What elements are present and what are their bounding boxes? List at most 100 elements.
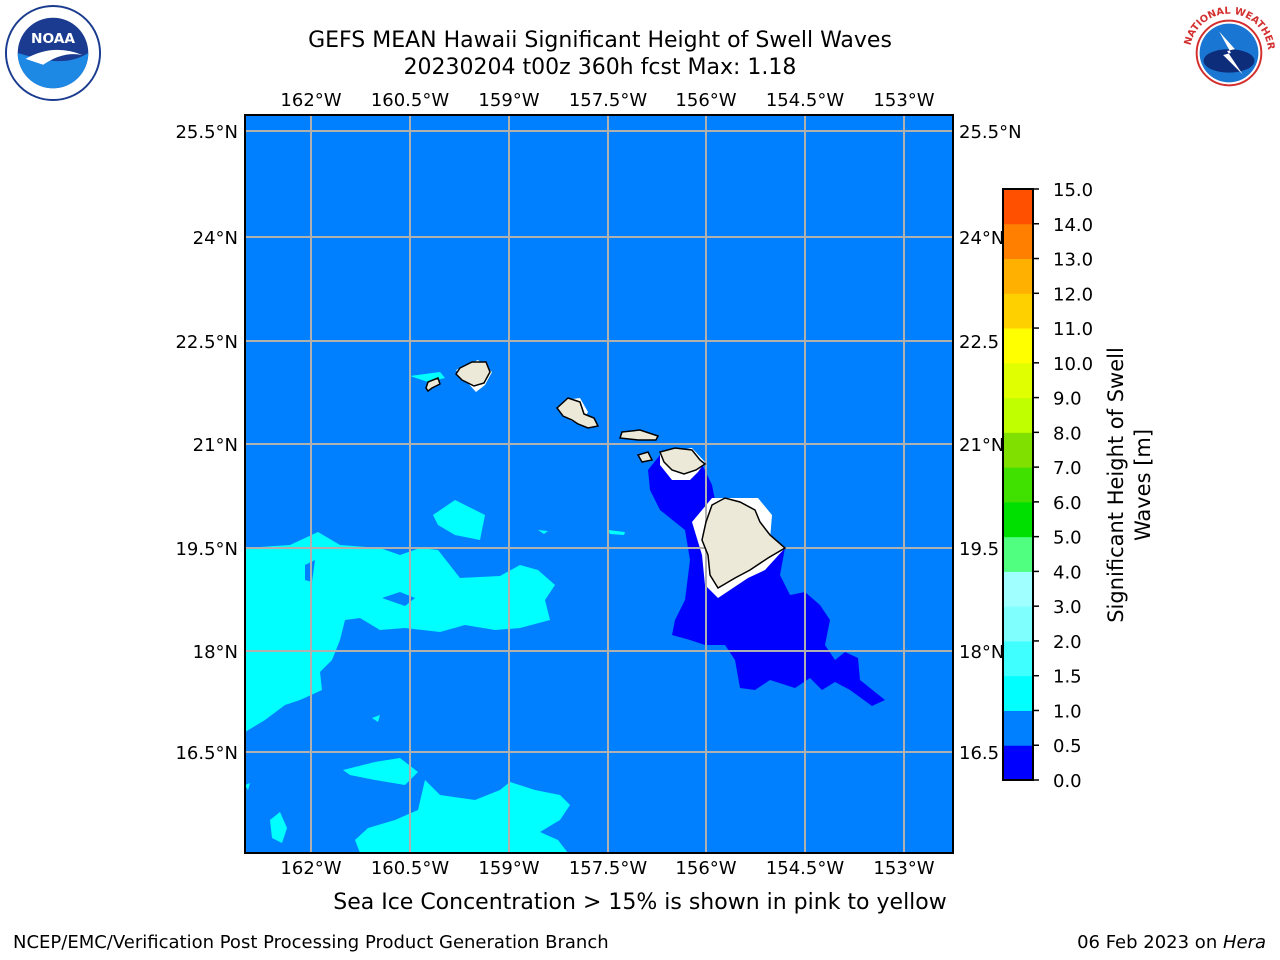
lat-tick-label-left: 16.5°N <box>175 743 238 764</box>
colorbar-swatch <box>1003 258 1033 294</box>
cyan-swell-region-south <box>245 780 570 853</box>
nws-logo: NATIONAL WEATHER SERVICE <box>1180 4 1276 101</box>
sea-ice-note: Sea Ice Concentration > 15% is shown in … <box>333 890 947 915</box>
colorbar-tick-label: 6.0 <box>1053 493 1082 514</box>
colorbar-swatch <box>1003 362 1033 399</box>
colorbar-label-line1: Significant Height of Swell <box>1104 347 1128 623</box>
lon-tick-label-bottom: 153°W <box>873 858 934 879</box>
lat-tick-label-right: 16.5 <box>959 743 999 764</box>
lat-tick-label-right: 19.5 <box>959 539 999 560</box>
colorbar-swatch <box>1003 571 1033 607</box>
colorbar-tick-label: 9.0 <box>1053 389 1082 410</box>
map-frame <box>244 114 954 854</box>
colorbar-tick-label: 11.0 <box>1053 319 1093 340</box>
colorbar-tick-label: 10.0 <box>1053 354 1093 375</box>
cyan-swell-small <box>372 715 380 722</box>
lon-tick-label-bottom: 160.5°W <box>371 858 450 879</box>
colorbar-tick-label: 0.5 <box>1053 736 1082 757</box>
colorbar-tick-label: 1.5 <box>1053 667 1082 688</box>
lon-tick-label-top: 154.5°W <box>766 90 845 111</box>
colorbar-tick-label: 4.0 <box>1053 562 1082 583</box>
colorbar: 0.0 0.5 1.0 1.5 2.0 3.0 4.0 5.0 6.0 7.0 8.0 9.0 10.0… <box>1002 180 1093 792</box>
footer-branch: NCEP/EMC/Verification Post Processing Pr… <box>13 932 609 953</box>
hawaiian-islands <box>425 361 787 590</box>
cyan-swell-small <box>245 783 250 790</box>
colorbar-tick-label: 0.0 <box>1053 771 1082 792</box>
colorbar-tick-label: 8.0 <box>1053 423 1082 444</box>
lat-tick-label-right: 22.5 <box>959 332 999 353</box>
island-maui <box>658 447 707 475</box>
cyan-swell-small <box>608 530 625 535</box>
lon-tick-label-top: 153°W <box>873 90 934 111</box>
colorbar-label-line2: Waves [m] <box>1131 429 1155 541</box>
lat-tick-label-left: 21°N <box>193 435 238 456</box>
colorbar-swatch <box>1003 293 1033 329</box>
colorbar-swatch <box>1003 223 1033 260</box>
colorbar-swatch <box>1003 640 1033 677</box>
blue-inset-region <box>382 592 415 606</box>
colorbar-tick-label: 12.0 <box>1053 284 1093 305</box>
axis-ticks: 162°W 162°W 160.5°W 160.5°W 159°W 159°W 157.5°… <box>175 90 1021 879</box>
island-molokai <box>618 429 660 441</box>
ocean-background <box>245 115 953 853</box>
cyan-swell-small <box>270 812 287 843</box>
cyan-swell-region-south <box>343 758 418 785</box>
cyan-swell-small <box>538 530 548 534</box>
lon-tick-label-bottom: 157.5°W <box>569 858 648 879</box>
island-kauai <box>455 361 491 387</box>
footer-host: Hera <box>1222 932 1266 953</box>
lon-tick-label-bottom: 159°W <box>478 858 539 879</box>
lon-tick-label-top: 162°W <box>280 90 341 111</box>
lat-tick-label-right: 25.5°N <box>959 122 1022 143</box>
lat-tick-label-left: 25.5°N <box>175 122 238 143</box>
colorbar-tick-label: 5.0 <box>1053 528 1082 549</box>
graticule-grid <box>245 115 953 853</box>
colorbar-swatch <box>1003 189 1033 225</box>
colorbar-swatch <box>1003 675 1033 711</box>
island-niihau <box>425 377 441 393</box>
lat-tick-label-left: 19.5°N <box>175 539 238 560</box>
lon-tick-label-top: 156°W <box>675 90 736 111</box>
cyan-swell-region-north <box>433 500 485 540</box>
lon-tick-label-bottom: 154.5°W <box>766 858 845 879</box>
colorbar-swatch <box>1003 501 1033 538</box>
colorbar-swatch <box>1003 328 1033 364</box>
lon-tick-label-top: 160.5°W <box>371 90 450 111</box>
colorbar-swatch <box>1003 606 1033 642</box>
lat-tick-label-right: 18°N <box>959 642 1004 663</box>
colorbar-tick-label: 15.0 <box>1053 180 1093 201</box>
lon-tick-label-top: 159°W <box>478 90 539 111</box>
noaa-logo: NOAA <box>4 4 102 102</box>
colorbar-swatch <box>1003 710 1033 746</box>
noaa-logo-text: NOAA <box>31 31 75 47</box>
island-lanai <box>636 451 654 463</box>
lat-tick-label-right: 24°N <box>959 228 1004 249</box>
lat-tick-label-left: 22.5°N <box>175 332 238 353</box>
lon-tick-label-bottom: 156°W <box>675 858 736 879</box>
colorbar-swatch <box>1003 745 1033 781</box>
cyan-swell-region-west <box>245 532 555 732</box>
colorbar-tick-label: 1.0 <box>1053 701 1082 722</box>
map-title: GEFS MEAN Hawaii Significant Height of S… <box>308 28 892 53</box>
footer-date-text: 06 Feb 2023 on <box>1077 932 1223 953</box>
island-oahu <box>555 397 600 429</box>
lat-tick-label-left: 24°N <box>193 228 238 249</box>
colorbar-frame <box>1002 188 1034 781</box>
map-subtitle: 20230204 t00z 360h fcst Max: 1.18 <box>403 55 797 80</box>
colorbar-tick-label: 7.0 <box>1053 458 1082 479</box>
colorbar-swatch <box>1003 467 1033 503</box>
footer-date: 06 Feb 2023 on Hera <box>1077 932 1266 953</box>
colorbar-tick-label: 13.0 <box>1053 250 1093 271</box>
colorbar-swatch <box>1003 432 1033 468</box>
colorbar-tick-label: 2.0 <box>1053 632 1082 653</box>
lat-tick-label-right: 21°N <box>959 435 1004 456</box>
lat-tick-label-left: 18°N <box>193 642 238 663</box>
colorbar-swatch <box>1003 397 1033 433</box>
colorbar-swatch <box>1003 536 1033 572</box>
lon-tick-label-top: 157.5°W <box>569 90 648 111</box>
island-big-island <box>701 497 787 590</box>
lon-tick-label-bottom: 162°W <box>280 858 341 879</box>
colorbar-tick-label: 3.0 <box>1053 597 1082 618</box>
colorbar-tick-label: 14.0 <box>1053 215 1093 236</box>
